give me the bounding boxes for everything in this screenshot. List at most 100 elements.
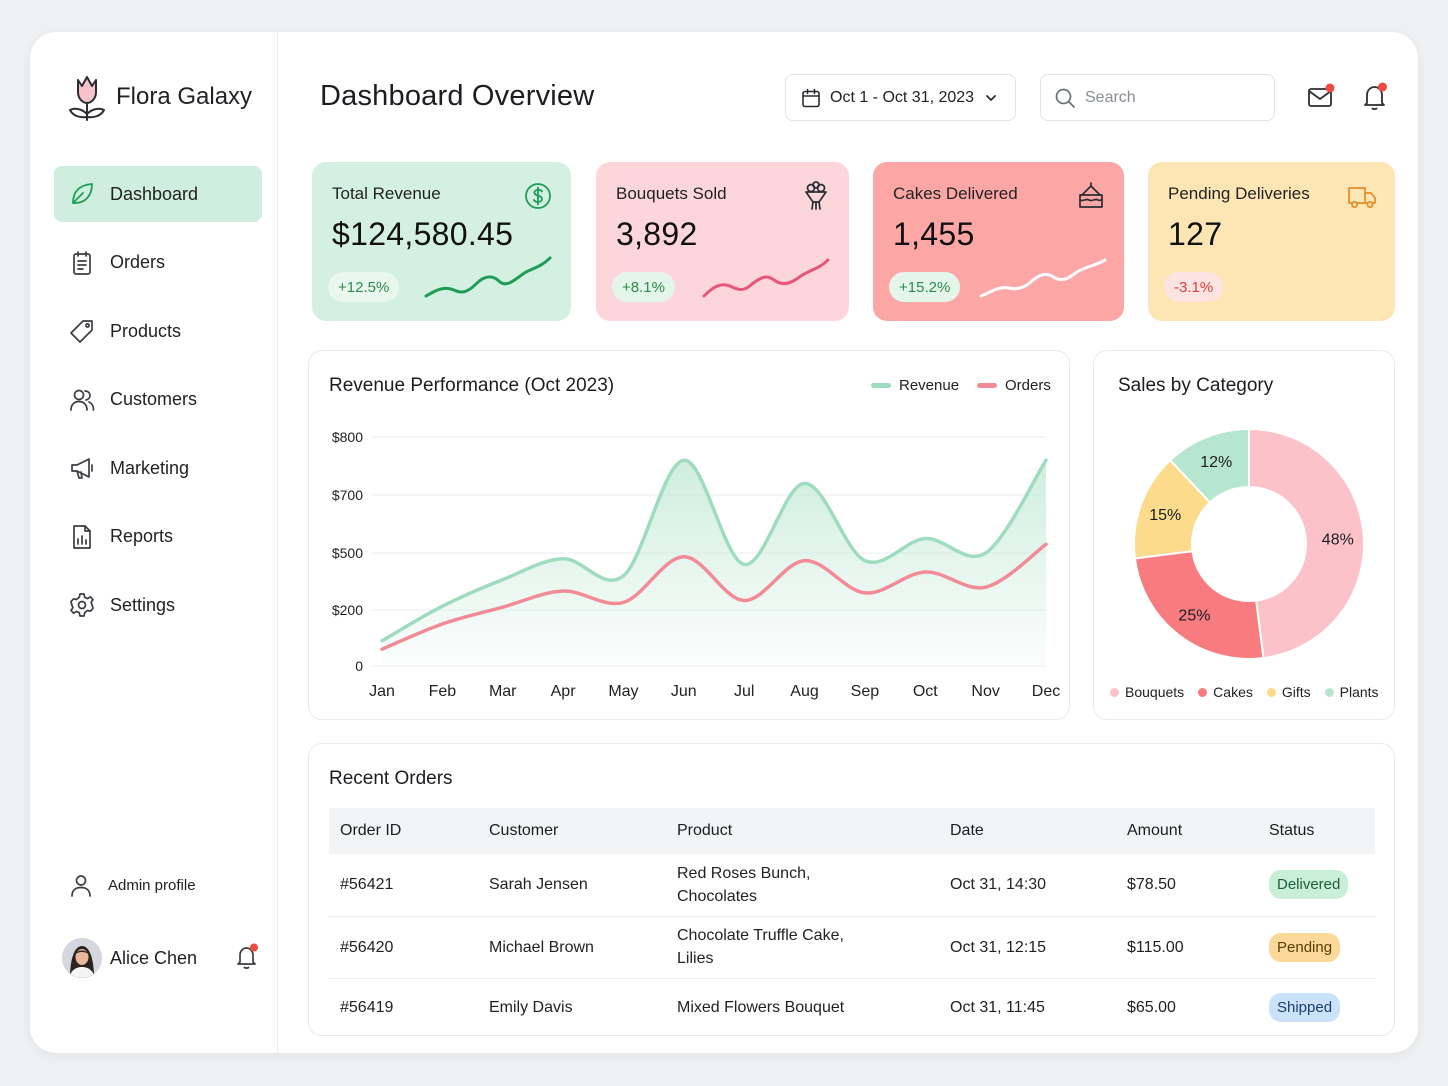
column-header-customer[interactable]: Customer (489, 822, 559, 839)
product-line: Chocolate Truffle Cake, (677, 927, 844, 944)
kpi-value: 1,455 (893, 216, 975, 252)
search-box[interactable] (1040, 74, 1275, 121)
order-id: #56419 (340, 998, 394, 1016)
revenue-chart-title: Revenue Performance (Oct 2023) (329, 375, 615, 396)
order-amount: $115.00 (1116, 916, 1258, 979)
y-tick-label: 0 (355, 658, 363, 674)
sidebar-item-products[interactable]: Products (54, 303, 262, 359)
x-tick-label: Feb (429, 683, 457, 700)
order-amount: $78.50 (1116, 854, 1258, 917)
bell-icon[interactable] (232, 942, 262, 972)
x-tick-label: Jan (369, 683, 395, 700)
tag-icon (70, 320, 93, 343)
y-tick-label: $700 (332, 487, 363, 503)
legend-item-cakes[interactable]: Cakes (1198, 684, 1253, 700)
x-tick-label: Mar (489, 683, 517, 700)
legend-dot (1324, 687, 1334, 697)
category-chart-panel: Sales by Category 48% 25% 15% 12% Bouquets … (1093, 350, 1395, 720)
bouquet-icon (805, 181, 827, 210)
brand-name: Flora Galaxy (116, 83, 253, 110)
sidebar-item-settings[interactable]: Settings (54, 577, 262, 633)
column-header-status[interactable]: Status (1269, 822, 1315, 839)
legend-item-plants[interactable]: Plants (1324, 684, 1379, 700)
brand[interactable]: Flora Galaxy (66, 72, 252, 122)
x-tick-label: May (608, 683, 638, 700)
cakes-sparkline (979, 258, 1107, 298)
revenue-sparkline (424, 256, 552, 298)
leaf-icon (72, 183, 93, 204)
revenue-chart: $800 $700 $500 $200 0 Jan Feb Mar Apr May Jun Jul Au… (332, 429, 1060, 700)
sidebar-item-label: Marketing (110, 457, 190, 478)
clipboard-icon (73, 250, 91, 275)
users-icon (70, 389, 95, 411)
donut-slice-cakes[interactable] (1133, 550, 1265, 660)
table-row[interactable]: #56420 Michael Brown Chocolate Truffle C… (329, 916, 1375, 979)
x-tick-label: Sep (851, 683, 880, 700)
sidebar-item-orders[interactable]: Orders (54, 235, 262, 291)
megaphone-icon (71, 458, 93, 479)
sidebar-item-reports[interactable]: Reports (54, 509, 262, 565)
series-line-revenue[interactable] (380, 458, 1048, 643)
search-input[interactable] (1085, 88, 1255, 107)
order-date: Oct 31, 12:15 (939, 916, 1116, 979)
kpi-card-total-revenue[interactable]: Total Revenue $124,580.45 +12.5% (312, 162, 571, 321)
legend-item-gifts[interactable]: Gifts (1266, 684, 1311, 700)
page-title: Dashboard Overview (320, 80, 595, 112)
dollar-icon (525, 183, 551, 209)
truck-icon (1348, 187, 1376, 208)
status-cell: Shipped (1258, 978, 1375, 1036)
donut-slice-bouquets[interactable] (1248, 427, 1365, 660)
search-icon (1055, 88, 1075, 108)
mail-icon[interactable] (1303, 80, 1337, 114)
revenue-chart-panel: Revenue Performance (Oct 2023) Revenue O… (308, 350, 1070, 720)
column-header-amount[interactable]: Amount (1127, 822, 1183, 839)
x-tick-label: Apr (551, 683, 577, 700)
sidebar-item-customers[interactable]: Customers (54, 372, 262, 428)
customer-name: Emily Davis (489, 998, 573, 1016)
recent-orders-title: Recent Orders (329, 768, 453, 789)
x-tick-label: Jul (734, 683, 754, 700)
column-header-order-id[interactable]: Order ID (340, 822, 402, 839)
order-id: #56420 (329, 916, 478, 979)
legend-label: Bouquets (1125, 684, 1185, 700)
kpi-card-cakes-delivered[interactable]: Cakes Delivered 1,455 +15.2% (873, 162, 1124, 321)
bell-icon[interactable] (1358, 80, 1392, 114)
product-line: Lilies (677, 950, 714, 967)
current-user[interactable]: Alice Chen (62, 938, 262, 978)
y-tick-label: $500 (332, 545, 363, 561)
legend-item-orders[interactable]: Orders (977, 377, 1051, 394)
recent-orders-panel: Recent Orders Order ID Customer Product … (308, 743, 1395, 1036)
kpi-title: Total Revenue (332, 184, 441, 203)
sidebar-item-label: Products (110, 320, 182, 341)
order-date: Oct 31, 11:45 (950, 998, 1045, 1016)
user-name: Alice Chen (110, 947, 198, 968)
admin-profile-link[interactable]: Admin profile (68, 872, 196, 898)
user-icon (71, 875, 91, 897)
donut-slice-plants[interactable] (1168, 427, 1250, 504)
table-row[interactable]: #56419 Emily Davis Mixed Flowers Bouquet… (329, 978, 1375, 1036)
kpi-card-pending-deliveries[interactable]: Pending Deliveries 127 -3.1% (1148, 162, 1395, 321)
status-badge: Delivered (1269, 870, 1349, 900)
legend-label: Cakes (1213, 684, 1253, 700)
order-date: Oct 31, 14:30 (939, 854, 1116, 917)
x-tick-label: Nov (971, 683, 999, 700)
kpi-change-badge: +8.1% (612, 272, 675, 302)
legend-swatch (977, 383, 997, 388)
kpi-card-bouquets-sold[interactable]: Bouquets Sold 3,892 +8.1% (596, 162, 849, 321)
date-range-picker[interactable]: Oct 1 - Oct 31, 2023 (785, 74, 1016, 121)
admin-profile-label: Admin profile (108, 876, 196, 894)
donut-slice-label: 48% (1322, 531, 1354, 548)
product-cell: Chocolate Truffle Cake, Lilies (666, 916, 939, 979)
column-header-product[interactable]: Product (677, 822, 733, 839)
avatar[interactable] (62, 938, 102, 978)
product-cell: Mixed Flowers Bouquet (666, 978, 939, 1036)
legend-item-revenue[interactable]: Revenue (871, 377, 959, 394)
report-icon (73, 524, 91, 549)
column-header-date[interactable]: Date (950, 822, 984, 839)
table-row[interactable]: #56421 Sarah Jensen Red Roses Bunch, Choc… (329, 854, 1375, 917)
legend-item-bouquets[interactable]: Bouquets (1110, 684, 1184, 700)
kpi-change-badge: -3.1% (1164, 272, 1224, 302)
sidebar-item-marketing[interactable]: Marketing (54, 440, 262, 496)
sidebar-item-dashboard[interactable]: Dashboard (54, 166, 262, 222)
series-line-orders[interactable] (380, 542, 1048, 651)
